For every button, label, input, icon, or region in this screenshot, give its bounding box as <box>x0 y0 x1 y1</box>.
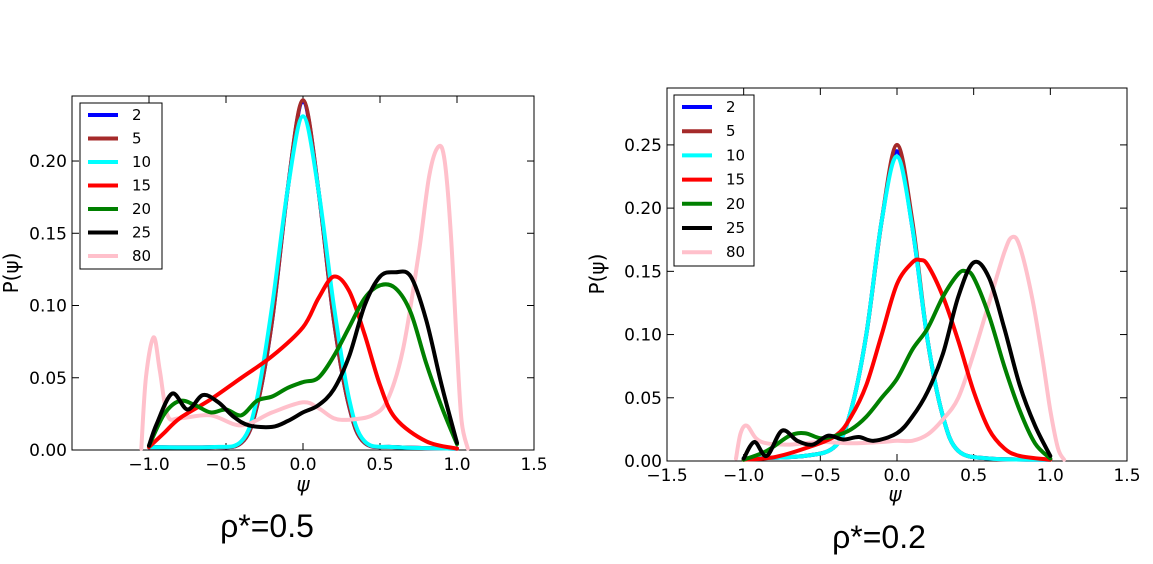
right-series-5-line <box>741 142 1053 462</box>
left-series-25-line <box>147 269 459 448</box>
right-x-tick-label: −0.5 <box>800 466 841 486</box>
left-y-tick-label: 0.15 <box>29 224 67 244</box>
right-y-tick-label: 0.05 <box>624 389 662 409</box>
left-legend-label-25: 25 <box>132 224 151 242</box>
right-legend-label-10: 10 <box>726 146 745 164</box>
right-y-ticks: 0.00 0.05 0.10 0.15 0.20 0.25 <box>624 136 1127 472</box>
right-x-tick-label: 0.0 <box>883 466 910 486</box>
right-legend-label-20: 20 <box>726 195 745 213</box>
left-x-tick-label: −1.0 <box>128 455 169 475</box>
chart-right: 0.000.050.100.150.200.25 −1.5 −1.0 −0.5 0.0… <box>585 87 1141 555</box>
left-chart-caption: ρ*=0.5 <box>220 508 314 544</box>
right-legend-label-80: 80 <box>726 243 745 261</box>
left-y-tick-label: 0.20 <box>29 152 67 172</box>
left-y-axis-label: P(ψ) <box>0 253 23 294</box>
right-series-20-line <box>741 268 1053 462</box>
right-x-tick-label: 1.0 <box>1037 466 1064 486</box>
right-x-tick-label: −1.5 <box>646 466 687 486</box>
left-legend-label-5: 5 <box>132 130 142 148</box>
left-x-tick-label: 1.0 <box>443 455 470 475</box>
right-y-tick-label: 0.10 <box>624 326 662 346</box>
left-series-15-line <box>147 274 459 451</box>
right-curves <box>734 142 1067 462</box>
left-y-tick-label: 0.00 <box>29 441 67 461</box>
left-legend-label-20: 20 <box>132 200 151 218</box>
left-x-ticks: −1.0 −0.5 0.0 0.5 1.0 1.5 <box>128 96 548 475</box>
right-legend-label-25: 25 <box>726 219 745 237</box>
left-legend-label-80: 80 <box>132 247 151 265</box>
right-y-tick-label: 0.25 <box>624 136 662 156</box>
left-x-tick-label: 0.0 <box>289 455 316 475</box>
left-x-tick-label: −0.5 <box>205 455 246 475</box>
left-curves <box>139 98 470 451</box>
left-x-axis-label: ψ <box>296 472 310 496</box>
right-x-tick-label: 0.5 <box>960 466 987 486</box>
right-legend-label-15: 15 <box>726 171 745 189</box>
right-x-tick-label: 1.5 <box>1113 466 1140 486</box>
left-y-tick-label: 0.10 <box>29 297 67 317</box>
right-x-ticks: −1.5 −1.0 −0.5 0.0 0.5 1.0 1.5 <box>646 88 1141 486</box>
right-chart-caption: ρ*=0.2 <box>832 519 926 555</box>
right-series-10-line <box>741 154 1053 462</box>
left-x-tick-label: 0.5 <box>366 455 393 475</box>
left-legend-label-10: 10 <box>132 153 151 171</box>
left-legend-label-15: 15 <box>132 177 151 195</box>
left-series-10-line <box>147 114 459 451</box>
right-x-tick-label: −1.0 <box>723 466 764 486</box>
right-series-25-line <box>741 259 1053 461</box>
right-legend-label-5: 5 <box>726 122 736 140</box>
right-y-tick-label: 0.15 <box>624 262 662 282</box>
right-series-2-line <box>741 149 1053 462</box>
left-series-80-line <box>139 143 470 451</box>
left-series-20-line <box>147 282 459 448</box>
right-series-80-line <box>734 234 1067 462</box>
right-x-axis-label: ψ <box>888 482 902 506</box>
right-y-tick-label: 0.00 <box>624 452 662 472</box>
left-y-tick-label: 0.05 <box>29 369 67 389</box>
left-y-ticks: 0.00 0.05 0.10 0.15 0.20 <box>29 152 534 461</box>
chart-left: 0.00 0.05 0.10 0.15 0.20 −1.0 −0.5 0.0 0.5 1.0 1.… <box>0 95 548 544</box>
left-legend-label-2: 2 <box>132 106 142 124</box>
right-legend-label-2: 2 <box>726 98 736 116</box>
right-y-axis-label: P(ψ) <box>585 254 609 295</box>
right-y-tick-label: 0.20 <box>624 199 662 219</box>
left-x-tick-label: 1.5 <box>520 455 547 475</box>
